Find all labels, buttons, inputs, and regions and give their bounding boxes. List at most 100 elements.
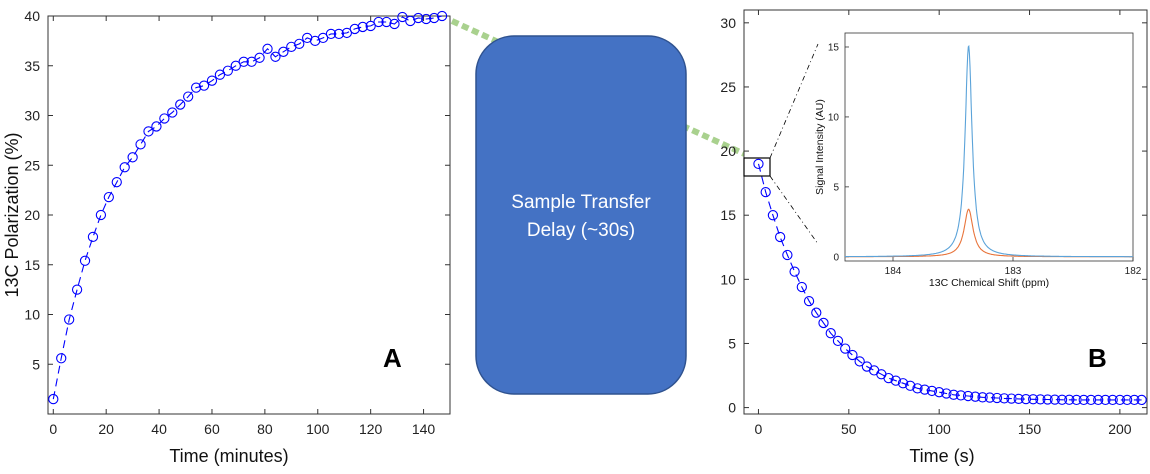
- panel-a-data-point: [135, 139, 146, 150]
- panel-a-data-point: [238, 56, 249, 67]
- panel-b-data-point: [1107, 394, 1118, 406]
- panel-a-data-point: [48, 393, 59, 405]
- panel-b-data-point: [926, 385, 938, 397]
- panel-a-series-line: [52, 15, 443, 400]
- inset-xtick-label: 182: [1125, 266, 1142, 277]
- panel-a-xtick-label: 20: [98, 421, 114, 437]
- panel-b-ytick-label: 30: [720, 15, 736, 31]
- inset-series-blue: [845, 44, 1133, 258]
- panel-a-ytick-label: 30: [24, 108, 40, 124]
- panel-a-xtick-label: 80: [257, 421, 273, 437]
- panel-b-data-point: [854, 356, 865, 367]
- panel-b-data-point: [1085, 394, 1097, 406]
- panel-b-data-point: [767, 210, 779, 221]
- panel-a-data-point: [79, 255, 91, 266]
- panel-b-data-point: [832, 335, 844, 347]
- panel-b-data-point: [825, 328, 836, 339]
- panel-a-data-point: [325, 28, 337, 40]
- panel-a-ylabel: 13C Polarization (%): [2, 132, 22, 297]
- panel-a-xtick-label: 140: [412, 421, 436, 437]
- panel-a-xtick-label: 40: [151, 421, 167, 437]
- inset-xlabel: 13C Chemical Shift (ppm): [929, 277, 1049, 289]
- panel-b-data-point: [970, 391, 981, 402]
- panel-a-data-point: [183, 91, 194, 102]
- panel-a-data-point: [397, 11, 408, 23]
- transfer-box: Sample Transfer Delay (~30s): [475, 35, 687, 395]
- panel-b-data-point: [1035, 394, 1046, 405]
- panel-b-data-point: [919, 384, 930, 395]
- panel-b-data-point: [999, 393, 1010, 404]
- panel-a-points: [48, 10, 448, 405]
- panel-a-data-point: [230, 60, 241, 71]
- inset-chart: 184 183 182 0 5 10 15 13C Chemical Shift (ppm)…: [814, 32, 1142, 289]
- panel-b-data-point: [948, 389, 959, 400]
- panel-b-ytick-label: 5: [728, 335, 736, 351]
- panel-b-data-point: [1100, 394, 1111, 406]
- panel-a-frame: [47, 15, 451, 415]
- panel-b-series-line: [757, 163, 1142, 401]
- panel-a-xtick-label: 0: [49, 421, 57, 437]
- panel-a-data-point: [373, 16, 384, 28]
- panel-b-data-point: [1006, 393, 1017, 404]
- panel-a-data-point: [421, 13, 432, 25]
- panel-a-ytick-label: 40: [24, 8, 40, 24]
- panel-b-ytick-label: 0: [728, 400, 736, 416]
- panel-a-data-point: [151, 121, 162, 132]
- panel-b-ytick-label: 20: [720, 143, 736, 159]
- panel-a-data-point: [389, 18, 400, 30]
- chart-panel-a: 0 20 40 60 80 100 120 140 5 10 15 20 25 30 35 40 A Time…: [2, 8, 451, 466]
- panel-a-data-point: [159, 113, 170, 124]
- panel-b-data-point: [890, 375, 901, 386]
- panel-b-data-point: [962, 390, 974, 402]
- panel-a-data-point: [365, 20, 376, 32]
- panel-a-data-point: [56, 353, 67, 364]
- panel-b-xtick-label: 150: [1018, 421, 1042, 437]
- panel-b-ytick-label: 10: [720, 271, 736, 287]
- panel-b-data-point: [1056, 394, 1068, 405]
- panel-b-data-point: [1078, 394, 1089, 406]
- panel-b-data-point: [941, 388, 952, 399]
- zoom-connector-top: [769, 43, 819, 159]
- panel-a-data-point: [428, 12, 440, 24]
- inset-ylabel: Signal Intensity (AU): [814, 99, 826, 195]
- panel-b-data-point: [905, 380, 916, 391]
- inset-frame: [844, 32, 1134, 262]
- panel-b-xtick-label: 100: [927, 421, 951, 437]
- panel-a-ticks: 0 20 40 60 80 100 120 140 5 10 15 20 25 30 35 40: [24, 8, 450, 437]
- panel-b-data-point: [912, 383, 923, 394]
- panel-b-data-point: [977, 392, 988, 403]
- panel-a-data-point: [119, 162, 130, 173]
- panel-a-data-point: [349, 23, 360, 35]
- panel-a-letter: A: [383, 343, 402, 373]
- panel-a-data-point: [87, 231, 99, 243]
- panel-a-data-point: [167, 107, 178, 118]
- panel-b-data-point: [934, 387, 945, 398]
- panel-a-data-point: [413, 12, 424, 24]
- panel-a-data-point: [175, 99, 186, 110]
- panel-a-data-point: [143, 126, 154, 137]
- panel-b-data-point: [796, 281, 807, 293]
- panel-b-data-point: [840, 343, 851, 354]
- panel-b-data-point: [1121, 394, 1133, 406]
- panel-b-ytick-label: 15: [720, 207, 736, 223]
- panel-b-data-point: [811, 307, 822, 318]
- panel-b-data-point: [774, 231, 786, 243]
- panel-b-data-point: [991, 392, 1003, 404]
- inset-ytick-label: 5: [833, 182, 839, 193]
- inset-xtick-label: 183: [1005, 266, 1022, 277]
- panel-a-data-point: [214, 69, 226, 80]
- panel-a-data-point: [341, 27, 353, 39]
- panel-a-data-point: [317, 32, 329, 44]
- panel-a-ytick-label: 15: [24, 257, 40, 273]
- panel-a-data-point: [270, 51, 281, 62]
- panel-a-data-point: [246, 56, 257, 67]
- panel-a-data-point: [71, 284, 83, 295]
- panel-a-ytick-label: 25: [24, 157, 40, 173]
- panel-b-xtick-label: 200: [1108, 421, 1132, 437]
- panel-b-data-point: [1136, 394, 1147, 406]
- panel-a-data-point: [436, 10, 448, 22]
- panel-b-data-point: [984, 392, 995, 403]
